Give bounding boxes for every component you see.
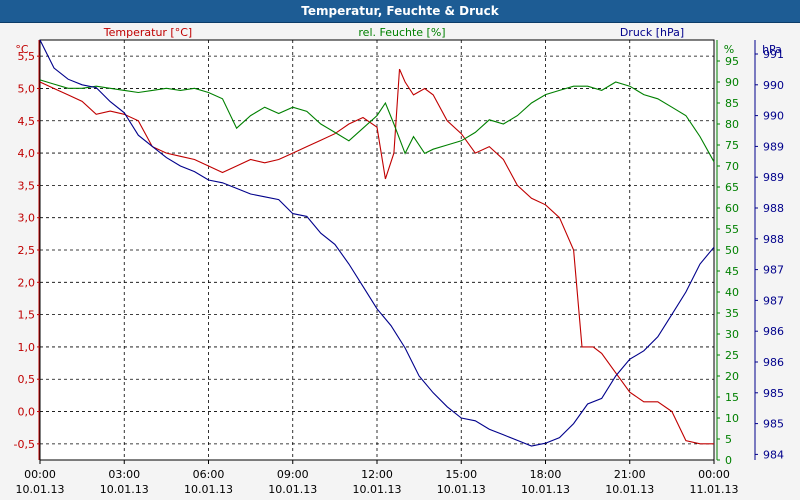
x-tick-date: 10.01.13 (521, 483, 570, 496)
grid (40, 40, 714, 460)
x-tick-date: 10.01.13 (184, 483, 233, 496)
pressure-tick-label: 986 (763, 356, 784, 369)
humidity-tick-label: 15 (725, 391, 739, 404)
humidity-unit: % (724, 43, 734, 56)
temperature-tick-label: 0,5 (18, 373, 36, 386)
humidity-tick-label: 25 (725, 349, 739, 362)
humidity-tick-label: 30 (725, 328, 739, 341)
chart: °C -0,5 0,0 0,5 1,0 1,5 2,0 2,5 3,0 3,5 4,0 4,5 5,0 5… (14, 26, 784, 496)
humidity-tick-label: 95 (725, 55, 739, 68)
axes: °C -0,5 0,0 0,5 1,0 1,5 2,0 2,5 3,0 3,5 4,0 4,5 5,0 5… (14, 40, 784, 496)
window-title: Temperatur, Feuchte & Druck (0, 0, 800, 23)
pressure-tick-label: 991 (763, 48, 784, 61)
humidity-tick-label: 80 (725, 118, 739, 131)
temperature-tick-label: 3,5 (18, 179, 36, 192)
pressure-tick-label: 986 (763, 325, 784, 338)
pressure-tick-label: 989 (763, 171, 784, 184)
temperature-tick-label: 2,5 (18, 244, 36, 257)
temperature-tick-label: 2,0 (18, 276, 36, 289)
series-pressure-line (39, 39, 715, 447)
humidity-tick-label: 0 (725, 454, 732, 467)
humidity-axis-header: rel. Feuchte [%] (358, 26, 445, 39)
humidity-tick-label: 45 (725, 265, 739, 278)
series-humidity-line (39, 79, 715, 163)
temperature-tick-label: 4,5 (18, 115, 36, 128)
humidity-tick-label: 60 (725, 202, 739, 215)
x-tick-date: 10.01.13 (16, 483, 65, 496)
pressure-tick-label: 988 (763, 233, 784, 246)
pressure-tick-label: 989 (763, 140, 784, 153)
x-tick-time: 00:00 (24, 468, 56, 481)
temperature-tick-label: 5,5 (18, 50, 36, 63)
x-tick-time: 06:00 (193, 468, 225, 481)
pressure-axis-header: Druck [hPa] (620, 26, 684, 39)
temperature-tick-label: -0,5 (14, 438, 35, 451)
pressure-tick-label: 990 (763, 79, 784, 92)
humidity-tick-label: 90 (725, 76, 739, 89)
humidity-tick-label: 75 (725, 139, 739, 152)
humidity-tick-label: 10 (725, 412, 739, 425)
humidity-tick-label: 20 (725, 370, 739, 383)
x-tick-time: 09:00 (277, 468, 309, 481)
humidity-tick-label: 65 (725, 181, 739, 194)
x-tick-date: 11.01.13 (690, 483, 739, 496)
pressure-unit: hPa (762, 43, 782, 56)
temperature-tick-label: 1,5 (18, 309, 36, 322)
series (39, 39, 715, 447)
temperature-unit: °C (15, 43, 29, 56)
temperature-tick-label: 1,0 (18, 341, 36, 354)
pressure-tick-label: 990 (763, 110, 784, 123)
series-temperature-line (39, 68, 714, 445)
x-tick-date: 10.01.13 (100, 483, 149, 496)
x-tick-date: 10.01.13 (605, 483, 654, 496)
temperature-tick-label: 3,0 (18, 212, 36, 225)
x-tick-date: 10.01.13 (437, 483, 486, 496)
temperature-tick-label: 4,0 (18, 147, 36, 160)
temperature-tick-label: 5,0 (18, 82, 36, 95)
humidity-tick-label: 50 (725, 244, 739, 257)
x-tick-date: 10.01.13 (353, 483, 402, 496)
x-tick-time: 21:00 (614, 468, 646, 481)
pressure-tick-label: 985 (763, 418, 784, 431)
x-tick-time: 03:00 (108, 468, 140, 481)
x-tick-time: 12:00 (361, 468, 393, 481)
x-tick-date: 10.01.13 (268, 483, 317, 496)
x-tick-time: 15:00 (445, 468, 477, 481)
pressure-tick-label: 987 (763, 264, 784, 277)
humidity-tick-label: 55 (725, 223, 739, 236)
humidity-tick-label: 35 (725, 307, 739, 320)
humidity-tick-label: 40 (725, 286, 739, 299)
humidity-tick-label: 85 (725, 97, 739, 110)
pressure-tick-label: 984 (763, 448, 784, 461)
x-tick-time: 00:00 (698, 468, 730, 481)
pressure-tick-label: 985 (763, 387, 784, 400)
humidity-tick-label: 5 (725, 433, 732, 446)
temperature-axis-header: Temperatur [°C] (103, 26, 192, 39)
pressure-tick-label: 987 (763, 294, 784, 307)
humidity-tick-label: 70 (725, 160, 739, 173)
temperature-tick-label: 0,0 (18, 406, 36, 419)
x-tick-time: 18:00 (530, 468, 562, 481)
pressure-tick-label: 988 (763, 202, 784, 215)
